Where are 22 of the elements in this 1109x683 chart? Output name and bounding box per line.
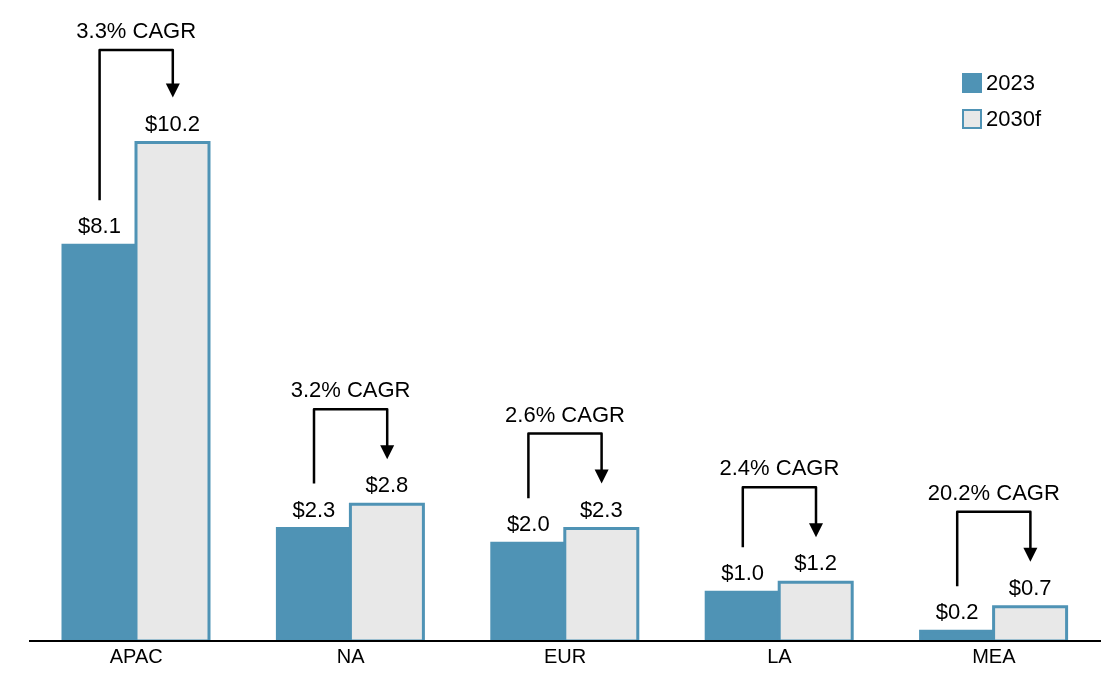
data-label: $1.0 xyxy=(721,560,765,586)
data-label: $8.1 xyxy=(78,213,121,239)
x-tick-label: LA xyxy=(767,645,793,668)
annotation: 3.2% CAGR xyxy=(290,377,411,403)
data-label: $2.3 xyxy=(292,496,336,522)
data-label: $2.8 xyxy=(365,472,409,498)
data-label: $0.7 xyxy=(1008,574,1052,600)
data-label: $0.2 xyxy=(935,599,979,625)
data-label: $1.2 xyxy=(794,550,838,576)
x-tick-label: APAC xyxy=(109,645,163,668)
data-label: $10.2 xyxy=(144,110,201,136)
annotation: 2.4% CAGR xyxy=(719,455,840,481)
x-tick-label: NA xyxy=(336,645,366,668)
text: 3.3% CAGR xyxy=(76,18,197,43)
data-label: $2.0 xyxy=(506,511,550,537)
legend-label: 2030f xyxy=(985,106,1041,132)
annotation: 2.6% CAGR xyxy=(505,401,625,427)
annotation: 20.2% CAGR xyxy=(927,479,1060,505)
data-label: $2.3 xyxy=(579,496,623,522)
x-tick-label: EUR xyxy=(543,645,587,668)
legend-label: 2023 xyxy=(985,70,1035,96)
x-tick-label: MEA xyxy=(972,645,1017,668)
